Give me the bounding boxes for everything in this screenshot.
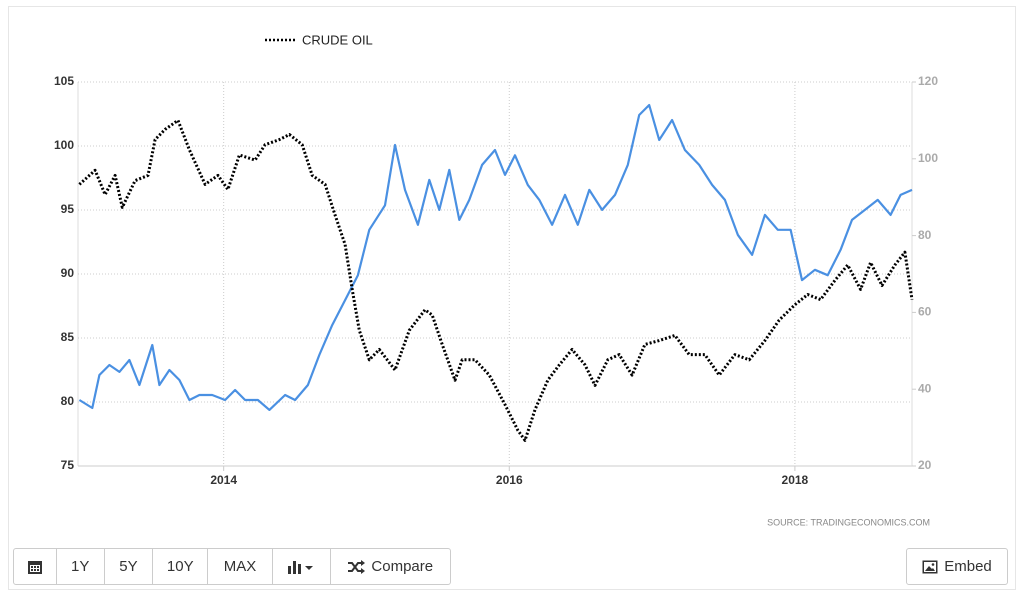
data-line [78, 103, 913, 411]
x-tick-label: 2016 [496, 473, 523, 487]
y2-tick-label: 120 [918, 74, 938, 88]
y-tick-label: 90 [61, 266, 75, 280]
source-note: SOURCE: TRADINGECONOMICS.COM [767, 517, 930, 527]
range-button[interactable]: 5Y [105, 549, 154, 584]
shuffle-icon [348, 559, 366, 574]
y-tick-label: 100 [54, 138, 74, 152]
compare-button[interactable]: Compare [331, 549, 450, 584]
chart-type-button[interactable] [273, 549, 331, 584]
x-tick-label: 2014 [210, 473, 237, 487]
y-tick-label: 85 [61, 330, 75, 344]
legend-label: CRUDE OIL [302, 32, 373, 47]
chart-panel [8, 6, 1016, 590]
range-button[interactable]: 10Y [153, 549, 209, 584]
calendar-icon [27, 560, 42, 574]
calendar-button[interactable] [14, 549, 57, 584]
y2-tick-label: 60 [918, 305, 932, 319]
range-button[interactable]: 1Y [57, 549, 105, 584]
y2-tick-label: 20 [918, 458, 932, 472]
range-button[interactable]: MAX [208, 549, 273, 584]
y-tick-label: 95 [61, 202, 75, 216]
embed-toolbar: Embed [906, 548, 1008, 585]
x-tick-label: 2018 [782, 473, 809, 487]
y-tick-label: 105 [54, 74, 74, 88]
y-tick-label: 75 [61, 458, 75, 472]
chart-type-icon [288, 560, 314, 574]
range-toolbar: 1Y 5Y 10Y MAX Compare [13, 548, 451, 585]
chart: CRUDE OIL SOURCE: TRADINGECONOMICS.COM 7… [54, 32, 938, 527]
embed-label: Embed [944, 558, 992, 575]
data-line [78, 118, 914, 442]
image-icon [922, 560, 938, 573]
y2-tick-label: 80 [918, 228, 932, 242]
compare-label: Compare [371, 558, 434, 575]
embed-button[interactable]: Embed [907, 549, 1007, 584]
y2-tick-label: 100 [918, 151, 938, 165]
y-tick-label: 80 [61, 394, 75, 408]
y2-tick-label: 40 [918, 381, 932, 395]
